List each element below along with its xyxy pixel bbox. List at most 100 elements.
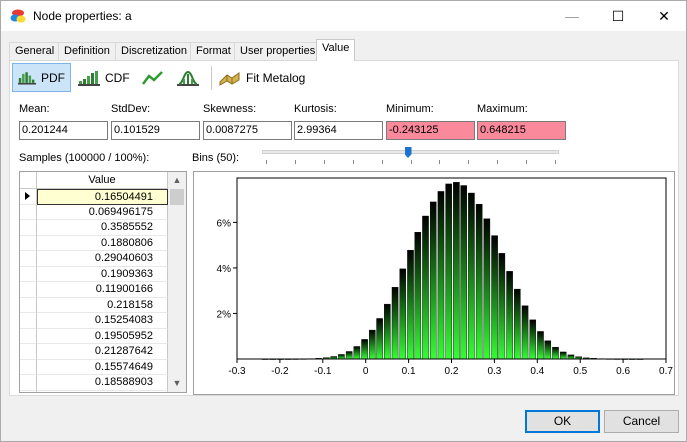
- row-header[interactable]: [20, 297, 37, 313]
- value-cell[interactable]: 0.15254083: [37, 313, 168, 329]
- row-header[interactable]: [20, 251, 37, 267]
- row-header[interactable]: [20, 189, 37, 205]
- tab-format[interactable]: Format: [190, 42, 237, 61]
- row-header[interactable]: [20, 313, 37, 329]
- row-header[interactable]: [20, 204, 37, 220]
- bell-view-button[interactable]: [172, 63, 209, 92]
- histogram-bar: [468, 192, 475, 360]
- minimum-field[interactable]: -0.243125: [386, 121, 475, 140]
- close-button[interactable]: ✕: [658, 8, 670, 24]
- mean-label: Mean:: [19, 103, 50, 115]
- value-cell[interactable]: 0.218158: [37, 297, 168, 313]
- histogram-bar: [552, 346, 559, 360]
- maximize-button[interactable]: ☐: [611, 8, 625, 24]
- tab-value[interactable]: Value: [316, 39, 356, 61]
- histogram-bar: [338, 354, 345, 360]
- value-cell[interactable]: 0.18588903: [37, 375, 168, 391]
- histogram-bar: [391, 287, 399, 360]
- kurtosis-label: Kurtosis:: [294, 103, 337, 115]
- histogram-bar: [491, 235, 498, 360]
- row-header[interactable]: [20, 266, 37, 282]
- bell-curve-icon: [177, 70, 199, 86]
- histogram-bar: [506, 271, 513, 360]
- slider-tick: [410, 160, 412, 164]
- histogram-bar: [422, 215, 429, 360]
- table-row[interactable]: 0.18588903: [20, 375, 168, 391]
- value-cell[interactable]: 0.14895684: [37, 390, 168, 392]
- histogram-bar: [567, 354, 575, 360]
- x-tick-label: 0: [363, 366, 369, 377]
- table-row[interactable]: 0.11900166: [20, 282, 168, 298]
- row-header[interactable]: [20, 235, 37, 251]
- slider-tick: [323, 160, 325, 164]
- table-row[interactable]: 0.1909363: [20, 266, 168, 282]
- fit-metalog-label: Fit Metalog: [246, 70, 306, 85]
- stddev-label: StdDev:: [111, 103, 151, 115]
- table-row[interactable]: 0.15254083: [20, 313, 168, 329]
- mean-field[interactable]: 0.201244: [19, 121, 108, 140]
- row-header[interactable]: [20, 359, 37, 375]
- row-header[interactable]: [20, 282, 37, 298]
- tab-definition[interactable]: Definition: [58, 42, 116, 61]
- y-tick-label: 2%: [217, 309, 232, 320]
- line-view-button[interactable]: [137, 63, 174, 92]
- tab-user-properties[interactable]: User properties: [234, 42, 322, 61]
- value-cell[interactable]: 0.16504491: [37, 189, 168, 205]
- scroll-up-arrow-icon[interactable]: ▲: [172, 175, 182, 185]
- value-cell[interactable]: 0.1909363: [37, 266, 168, 282]
- value-cell[interactable]: 0.3585552: [37, 220, 168, 236]
- grid-scrollbar[interactable]: ▲ ▼: [168, 172, 186, 392]
- value-cell[interactable]: 0.21287642: [37, 344, 168, 360]
- histogram-bar: [399, 268, 407, 360]
- value-cell[interactable]: 0.11900166: [37, 282, 168, 298]
- minimize-button[interactable]: —: [565, 8, 579, 24]
- skewness-field[interactable]: 0.0087275: [203, 121, 292, 140]
- bins-slider-thumb[interactable]: [404, 147, 412, 158]
- value-cell[interactable]: 0.29040603: [37, 251, 168, 267]
- row-header[interactable]: [20, 220, 37, 236]
- x-tick-label: 0.4: [530, 366, 544, 377]
- fit-metalog-button[interactable]: Fit Metalog: [214, 63, 310, 92]
- bar-chart-cdf-icon: [78, 70, 100, 86]
- table-row[interactable]: 0.069496175: [20, 204, 168, 220]
- histogram-bar: [369, 329, 376, 360]
- cancel-button[interactable]: Cancel: [604, 410, 679, 433]
- table-row[interactable]: 0.3585552: [20, 220, 168, 236]
- row-header[interactable]: [20, 328, 37, 344]
- tab-discretization[interactable]: Discretization: [115, 42, 194, 61]
- table-row[interactable]: 0.218158: [20, 297, 168, 313]
- pdf-chart: -0.3 -0.2 -0.1 0 0.1 0.2 0.3 0.4 0.5 0.6 0.7 2% 4% 6%: [193, 171, 675, 395]
- stddev-field[interactable]: 0.101529: [111, 121, 200, 140]
- kurtosis-field[interactable]: 2.99364: [294, 121, 383, 140]
- table-row[interactable]: 0.19505952: [20, 328, 168, 344]
- table-row[interactable]: 0.21287642: [20, 344, 168, 360]
- row-header[interactable]: [20, 344, 37, 360]
- slider-tick: [468, 160, 470, 164]
- table-row[interactable]: 0.29040603: [20, 251, 168, 267]
- view-toolbar: PDF CDF: [12, 63, 672, 93]
- value-cell[interactable]: 0.19505952: [37, 328, 168, 344]
- maximum-field[interactable]: 0.648215: [477, 121, 566, 140]
- row-header[interactable]: [20, 375, 37, 391]
- table-row[interactable]: 0.15574649: [20, 359, 168, 375]
- scroll-thumb[interactable]: [170, 189, 184, 205]
- histogram-bar: [529, 319, 537, 360]
- samples-grid[interactable]: Value 0.16504491 0.069496175 0.3585552 0.18…: [19, 171, 187, 393]
- row-header[interactable]: [20, 390, 37, 392]
- value-cell[interactable]: 0.1880806: [37, 235, 168, 251]
- ok-button[interactable]: OK: [525, 410, 600, 433]
- value-cell[interactable]: 0.15574649: [37, 359, 168, 375]
- pdf-button[interactable]: PDF: [12, 63, 71, 92]
- cdf-button[interactable]: CDF: [73, 63, 135, 92]
- histogram-bar: [537, 331, 544, 360]
- scroll-down-arrow-icon[interactable]: ▼: [172, 378, 182, 388]
- value-cell[interactable]: 0.069496175: [37, 204, 168, 220]
- histogram-bar: [483, 218, 491, 360]
- table-row[interactable]: 0.16504491: [20, 189, 168, 205]
- column-header-value[interactable]: Value: [37, 172, 168, 189]
- slider-tick: [526, 160, 528, 164]
- table-row[interactable]: 0.1880806: [20, 235, 168, 251]
- tab-general[interactable]: General: [9, 42, 61, 61]
- table-row[interactable]: 0.14895684: [20, 390, 168, 392]
